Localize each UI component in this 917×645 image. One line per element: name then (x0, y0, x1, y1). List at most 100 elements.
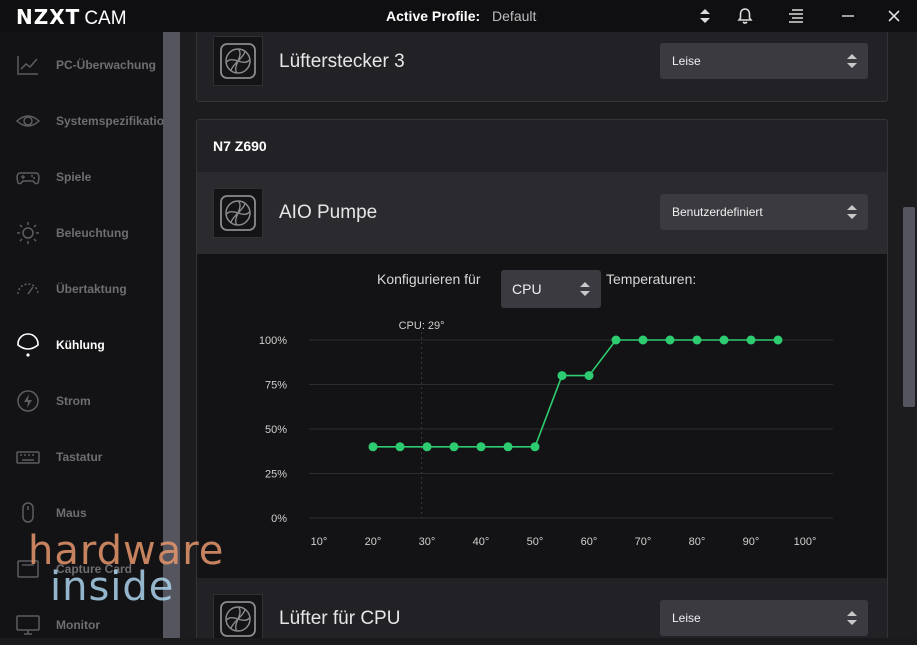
fan-card-luefterstecker-3: Lüfterstecker 3 Leise (196, 32, 888, 102)
fan-curve-chart[interactable]: 0% 25% 50% 75% 100% 10° 20° 30° 40° 50° 60° 70° 80° 9… (197, 254, 887, 578)
fan-mode-select[interactable]: Leise (660, 600, 868, 636)
sun-icon (17, 222, 39, 244)
sidebar-item-label: Übertaktung (56, 282, 127, 296)
fan-thumbnail (213, 36, 263, 86)
sidebar-item-label: Capture Card (56, 562, 133, 576)
fan-curve-point[interactable] (557, 371, 567, 381)
fan-curve-point[interactable] (395, 442, 405, 452)
x-tick-label: 20° (365, 536, 382, 548)
sidebar-item-label: Tastatur (56, 450, 103, 464)
select-arrows-icon (580, 282, 590, 296)
gamepad-icon (16, 172, 40, 185)
x-tick-label: 80° (689, 536, 706, 548)
x-tick-label: 40° (473, 536, 490, 548)
mouse-icon (22, 502, 34, 523)
motherboard-name: N7 Z690 (213, 138, 267, 154)
x-tick-label: 70° (635, 536, 652, 548)
sidebar-item-tastatur[interactable]: Tastatur (0, 437, 163, 477)
fan-name: Lüfter für CPU (279, 608, 401, 629)
x-tick-label: 30° (419, 536, 436, 548)
sidebar-item-strom[interactable]: Strom (0, 381, 163, 421)
sidebar-item-maus[interactable]: Maus (0, 493, 163, 533)
capture-card-icon (17, 560, 39, 578)
sidebar-item-uebertaktung[interactable]: Übertaktung (0, 269, 163, 309)
fan-curve-point[interactable] (503, 442, 513, 452)
fan-curve-point[interactable] (719, 335, 729, 345)
fan-curve-point[interactable] (773, 335, 783, 345)
active-profile[interactable]: Active Profile: Default (386, 8, 536, 24)
minimize-icon[interactable] (838, 6, 858, 26)
configure-prefix: Konfigurieren für (377, 271, 481, 287)
fan-curve-point[interactable] (530, 442, 540, 452)
temperature-source-select[interactable]: CPU (501, 270, 601, 308)
sidebar-item-label: Spiele (56, 170, 92, 184)
sidebar-item-pc-ueberwachung[interactable]: PC-Überwachung (0, 45, 163, 85)
motherboard-card: N7 Z690 AIO Pumpe Benutzerdefiniert Konf… (196, 119, 888, 638)
x-tick-label: 60° (581, 536, 598, 548)
sidebar-item-capture-card[interactable]: Capture Card (0, 549, 163, 589)
sort-icon[interactable] (695, 6, 715, 26)
profile-value: Default (492, 8, 537, 24)
title-bar: NZXT CAM Active Profile: Default (0, 0, 917, 32)
fan-curve-point[interactable] (692, 335, 702, 345)
monitor-icon (16, 615, 40, 635)
fan-mode-value: Leise (672, 611, 701, 625)
fan-thumbnail (213, 188, 263, 238)
bell-icon[interactable] (735, 6, 755, 26)
y-tick-label: 0% (271, 513, 287, 525)
fan-curve-point[interactable] (368, 442, 378, 452)
fan-mode-value: Benutzerdefiniert (672, 205, 763, 219)
profile-label: Active Profile: (386, 8, 481, 24)
fan-row-aio-pumpe: AIO Pumpe Benutzerdefiniert (197, 172, 887, 254)
close-icon[interactable] (884, 6, 904, 26)
configure-suffix: Temperaturen: (606, 271, 697, 287)
fan-curve-point[interactable] (584, 371, 594, 381)
fan-mode-value: Leise (672, 54, 701, 68)
fan-mode-select[interactable]: Leise (660, 43, 868, 79)
fan-icon (220, 43, 256, 79)
main-scrollbar-thumb[interactable] (903, 207, 915, 407)
sidebar-item-label: Beleuchtung (56, 226, 129, 240)
fan-row-luefter-cpu: Lüfter für CPU Leise (197, 578, 887, 638)
cooling-icon (17, 333, 39, 357)
fan-curve-point[interactable] (638, 335, 648, 345)
fan-curve-point[interactable] (449, 442, 459, 452)
logo-sub: CAM (84, 8, 127, 29)
speedometer-icon (17, 283, 39, 295)
fan-name: AIO Pumpe (279, 202, 378, 223)
main-content: Lüfterstecker 3 Leise N7 Z690 AIO Pumpe … (180, 32, 902, 638)
x-tick-label: 50° (527, 536, 544, 548)
temperature-source-value: CPU (512, 281, 542, 297)
current-temp-label: CPU: 29° (399, 320, 445, 332)
fan-curve-point[interactable] (746, 335, 756, 345)
sidebar-item-systemspezifikation[interactable]: Systemspezifikation (0, 101, 171, 141)
eye-icon (16, 115, 40, 127)
sidebar-item-kuehlung[interactable]: Kühlung (0, 325, 163, 365)
menu-icon[interactable] (786, 6, 806, 26)
fan-curve-point[interactable] (422, 442, 432, 452)
fan-curve-point[interactable] (476, 442, 486, 452)
sidebar-item-monitor[interactable]: Monitor (0, 605, 163, 645)
sidebar-scrollbar[interactable] (163, 32, 180, 638)
sidebar-item-label: Monitor (56, 618, 100, 632)
select-arrows-icon (847, 611, 857, 625)
fan-thumbnail (213, 594, 263, 638)
sidebar-item-label: Maus (56, 506, 87, 520)
fan-name: Lüfterstecker 3 (279, 51, 405, 72)
fan-mode-select[interactable]: Benutzerdefiniert (660, 194, 868, 230)
sidebar-item-label: Strom (56, 394, 91, 408)
y-tick-label: 100% (259, 335, 287, 347)
sidebar-item-spiele[interactable]: Spiele (0, 157, 163, 197)
y-tick-label: 25% (265, 469, 287, 481)
fan-curve-point[interactable] (611, 335, 621, 345)
x-tick-label: 90° (743, 536, 760, 548)
fan-curve-point[interactable] (665, 335, 675, 345)
fan-icon (220, 195, 256, 231)
sidebar-item-beleuchtung[interactable]: Beleuchtung (0, 213, 163, 253)
logo-main: NZXT (16, 5, 81, 29)
fan-curve-panel: Konfigurieren für CPU Temperaturen: 0% 25… (197, 254, 887, 578)
y-tick-label: 75% (265, 380, 287, 392)
fan-curve-line (373, 339, 778, 448)
sidebar-item-label: Kühlung (56, 338, 105, 352)
select-arrows-icon (847, 205, 857, 219)
